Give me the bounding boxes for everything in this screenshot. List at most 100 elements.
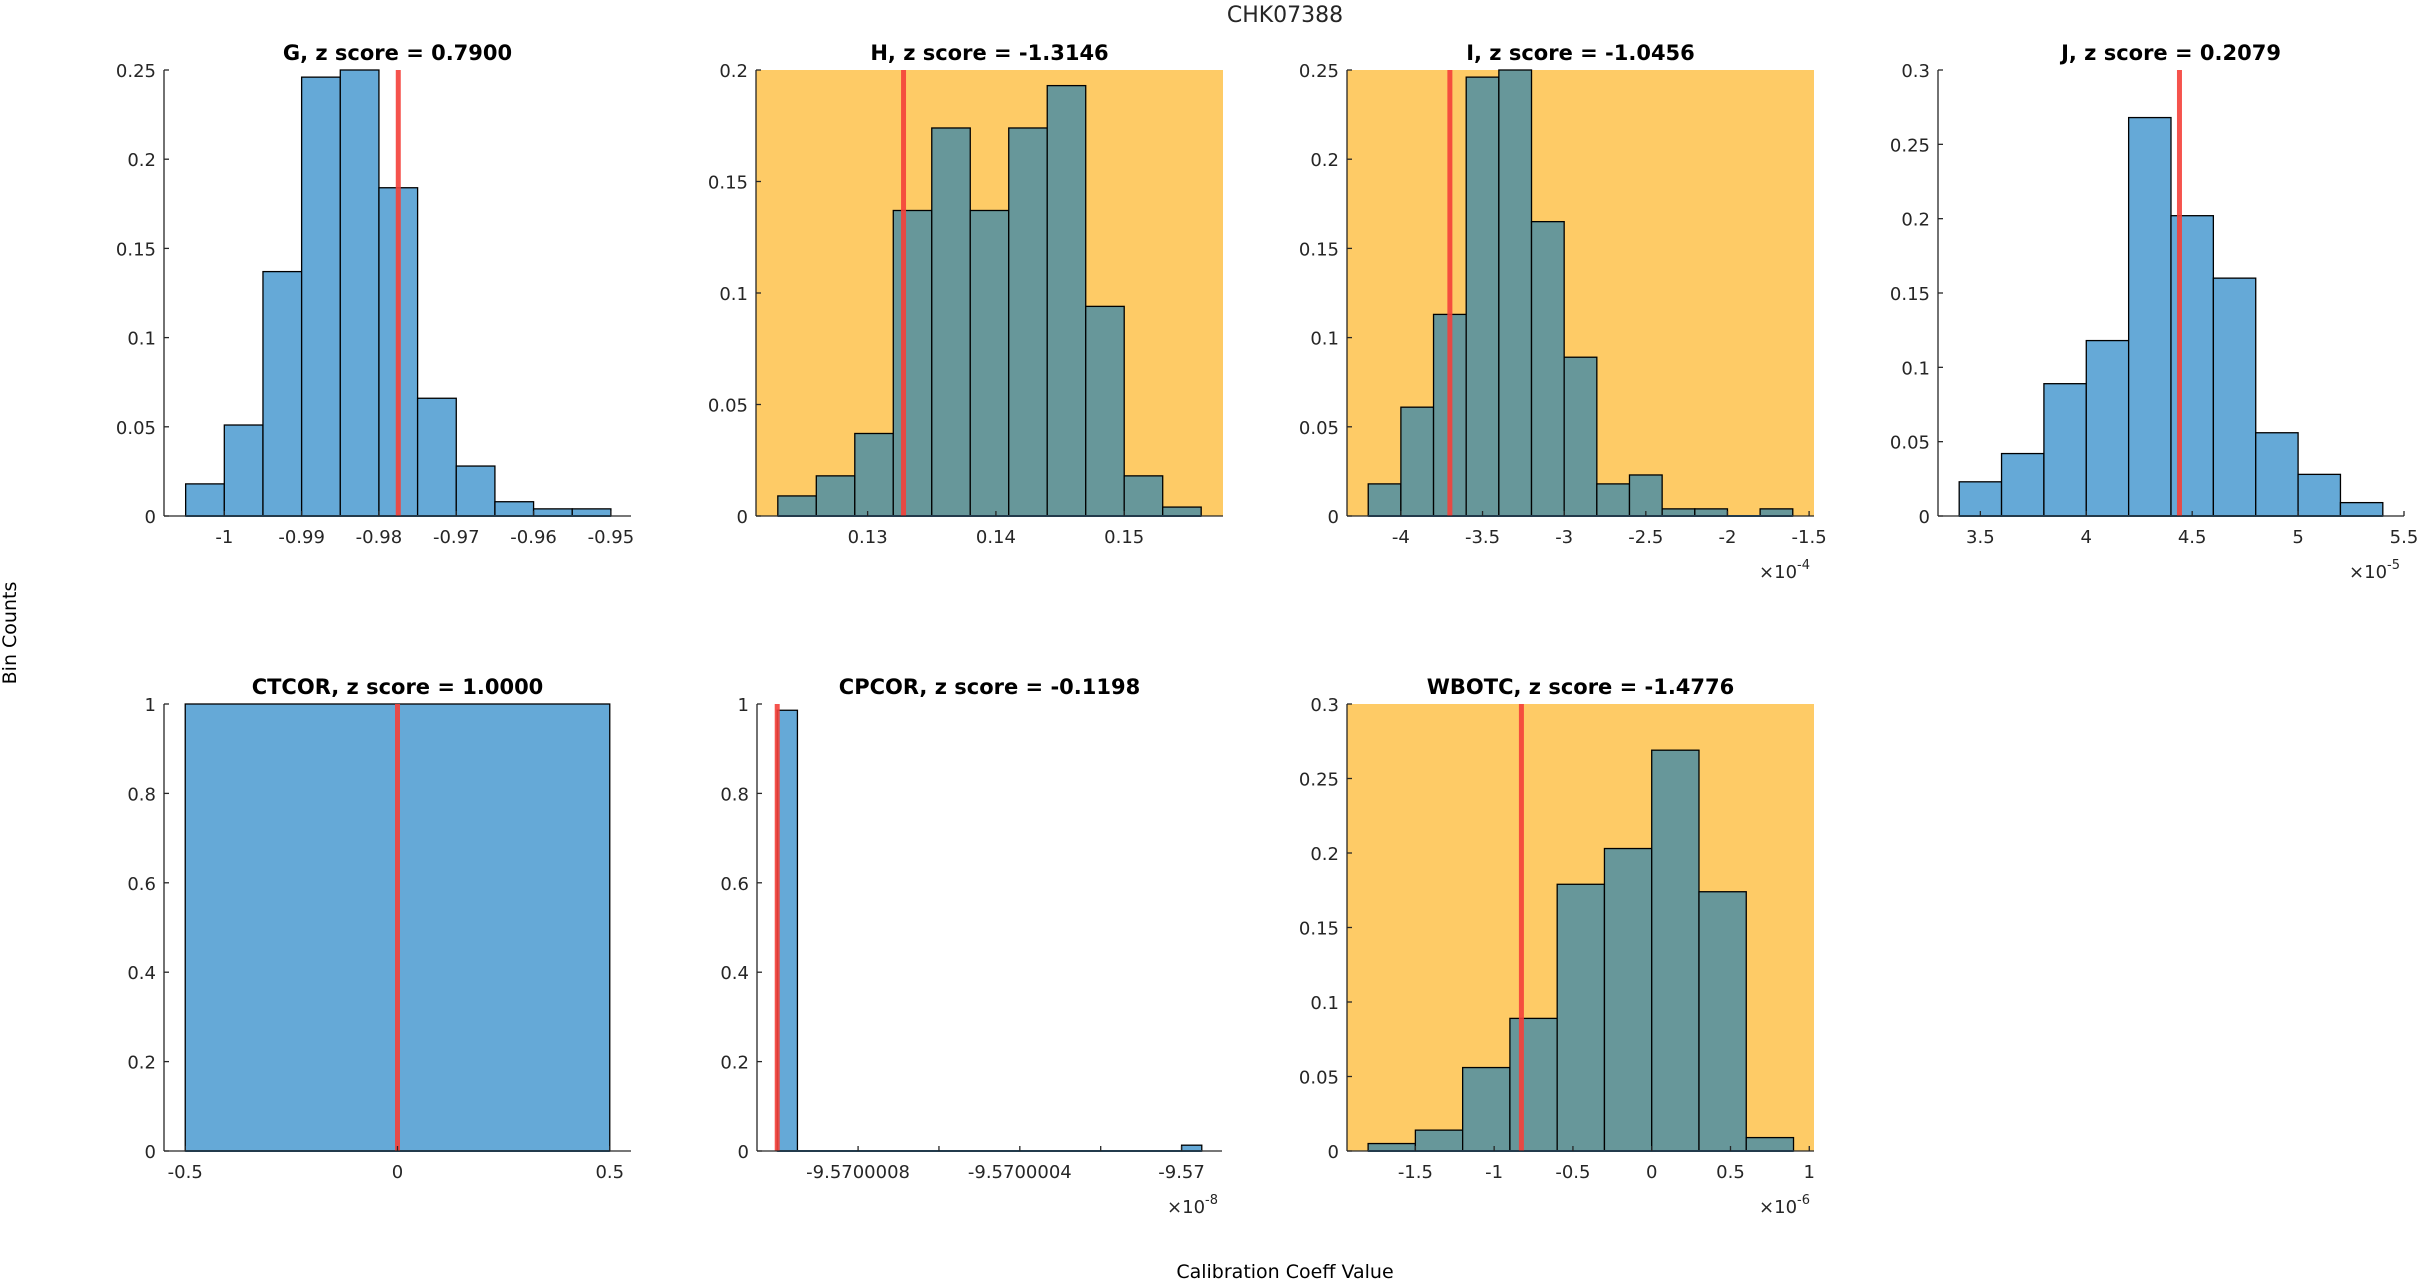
subplot-title: CPCOR, z score = -0.1198: [839, 675, 1140, 699]
exponent-power: -5: [2387, 558, 2400, 573]
y-tick-label: 0.1: [1901, 358, 1930, 379]
y-tick-label: 0.2: [1310, 844, 1339, 865]
histogram-bar: [1498, 69, 1533, 517]
histogram-bar: [2043, 383, 2087, 517]
x-axis-label: Calibration Coeff Value: [1176, 1261, 1393, 1281]
y-tick-label: 0.3: [1310, 695, 1339, 716]
subplot-title: WBOTC, z score = -1.4776: [1427, 675, 1735, 699]
histogram-bar: [1661, 508, 1696, 517]
histogram-bar: [1123, 475, 1164, 517]
x-tick-label: 0: [392, 1162, 403, 1183]
x-tick-label: -9.5700004: [968, 1162, 1072, 1183]
histogram-bar: [1461, 1066, 1511, 1152]
x-tick-label: -0.98: [356, 527, 403, 548]
histogram-bar: [1367, 1142, 1417, 1152]
x-tick-label: 0: [1646, 1162, 1657, 1183]
histogram-bar: [2297, 473, 2342, 517]
histogram-bar: [223, 424, 264, 517]
x-tick-label: 4.5: [2178, 527, 2207, 548]
histogram-bar: [2127, 116, 2172, 517]
y-tick-label: 0: [145, 1142, 156, 1163]
subplot-wbotc: 0 0.05 0.1 0.15 0.2 0.25 0.3 -1.5 -1 -0.5 0 0.5 1 WBO…: [1299, 675, 1815, 1218]
histogram-bar: [184, 483, 225, 517]
histogram-bar: [969, 209, 1010, 517]
x-tick-label: 0.5: [595, 1162, 624, 1183]
x-tick-label: -1: [1485, 1162, 1503, 1183]
histogram-bar: [1414, 1129, 1464, 1152]
histogram-bar: [2255, 432, 2299, 517]
histogram-bar: [416, 397, 457, 517]
y-tick-label: 1: [738, 695, 749, 716]
x-tick-label: -9.57: [1158, 1162, 1205, 1183]
y-tick-label: 0: [145, 507, 156, 528]
y-tick-label: 0.2: [127, 1053, 156, 1074]
x-tick-label: -0.97: [433, 527, 480, 548]
exponent-base: ×10: [1759, 1197, 1797, 1218]
y-tick-label: 0.2: [719, 61, 748, 82]
y-tick-label: 0.4: [720, 963, 749, 984]
y-tick-label: 0.15: [1299, 239, 1339, 260]
subplot-j: 0 0.05 0.1 0.15 0.2 0.25 0.3 3.5 4 4.5 5 5.5 J, z sc…: [1890, 41, 2418, 583]
histogram-bar: [1745, 1136, 1795, 1152]
y-tick-label: 0.15: [116, 239, 156, 260]
x-tick-label: 0.15: [1104, 527, 1144, 548]
x-tick-label: -0.5: [1555, 1162, 1590, 1183]
x-tick-label: -1.5: [1792, 527, 1827, 548]
y-tick-label: 0.6: [127, 874, 156, 895]
exponent-base: ×10: [1167, 1197, 1205, 1218]
subplot-h: 0 0.05 0.1 0.15 0.2 0.13 0.14 0.15 H, z score = …: [708, 41, 1223, 548]
y-tick-label: 0: [738, 1142, 749, 1163]
histogram-bar: [815, 475, 856, 517]
histogram-bar: [1046, 84, 1087, 517]
histogram-bar: [1596, 483, 1631, 517]
subplot-g: 0 0.05 0.1 0.15 0.2 0.25 -1 -0.99 -0.98 -0.97 -0.9…: [116, 41, 634, 548]
x-tick-label: -2: [1718, 527, 1736, 548]
histogram-bar: [1651, 749, 1700, 1152]
y-tick-label: 0.1: [719, 284, 748, 305]
y-tick-label: 0.25: [1299, 61, 1339, 82]
figure-title: CHK07388: [1227, 3, 1343, 28]
x-tick-label: -0.99: [278, 527, 325, 548]
y-tick-label: 0.15: [1299, 919, 1339, 940]
y-tick-label: 0.1: [1310, 993, 1339, 1014]
histogram-bar: [262, 270, 303, 517]
x-tick-label: -1: [215, 527, 233, 548]
y-tick-label: 0.6: [720, 874, 749, 895]
y-tick-label: 0.15: [708, 173, 748, 194]
histogram-bar: [1530, 220, 1565, 517]
x-tick-label: 0.13: [848, 527, 888, 548]
histogram-bar: [1628, 474, 1663, 517]
x-tick-label: 0.5: [1716, 1162, 1745, 1183]
x-tick-label: 1: [1804, 1162, 1815, 1183]
y-tick-label: 0.2: [127, 150, 156, 171]
x-tick-label: -0.95: [588, 527, 635, 548]
histogram-bar: [2085, 339, 2130, 517]
histogram-bar: [1008, 127, 1048, 517]
y-tick-label: 1: [145, 695, 156, 716]
y-tick-label: 0.1: [1310, 329, 1339, 350]
y-tick-label: 0.2: [720, 1053, 749, 1074]
y-tick-label: 0.4: [127, 963, 156, 984]
subplot-title: G, z score = 0.7900: [283, 41, 512, 65]
histogram-bar: [854, 432, 894, 517]
y-tick-label: 0: [1919, 507, 1930, 528]
x-tick-label: -4: [1392, 527, 1410, 548]
histogram-bar: [1603, 847, 1653, 1152]
y-tick-label: 0.05: [708, 396, 748, 417]
x-tick-label: -0.96: [510, 527, 557, 548]
x-tick-label: 3.5: [1966, 527, 1995, 548]
y-tick-label: 0.8: [720, 784, 749, 805]
histogram-bar: [1759, 508, 1794, 517]
x-tick-label: -1.5: [1398, 1162, 1433, 1183]
subplot-title: I, z score = -1.0456: [1466, 41, 1695, 65]
histogram-bar: [1556, 883, 1606, 1152]
histogram-bar: [1509, 1017, 1558, 1152]
x-exponent-label: ×10-8: [1167, 1193, 1218, 1218]
y-tick-label: 0.2: [1901, 210, 1930, 231]
y-tick-label: 0.25: [1890, 135, 1930, 156]
x-tick-label: -3.5: [1465, 527, 1500, 548]
histogram-bar: [1400, 406, 1435, 517]
histogram-bar: [494, 501, 535, 517]
histogram-bar: [892, 209, 933, 517]
x-exponent-label: ×10-4: [1759, 558, 1810, 583]
